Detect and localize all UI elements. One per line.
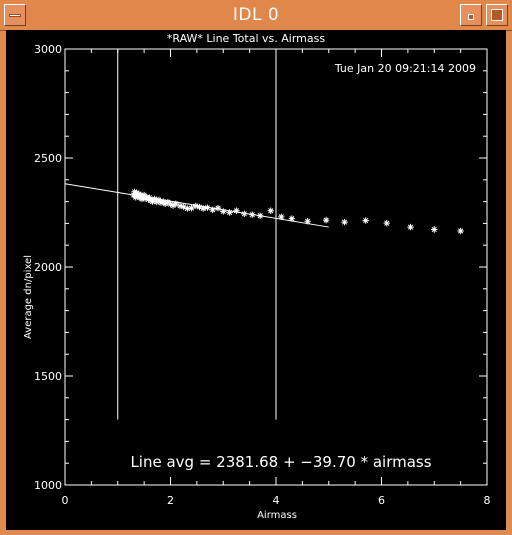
data-point bbox=[407, 223, 414, 231]
data-point bbox=[180, 203, 187, 211]
data-point bbox=[133, 189, 140, 197]
maximize-button[interactable] bbox=[486, 4, 508, 26]
data-point bbox=[167, 201, 174, 208]
y-tick-label: 1500 bbox=[34, 370, 62, 383]
data-point bbox=[256, 212, 264, 219]
data-point bbox=[149, 198, 156, 205]
x-tick-label: 4 bbox=[273, 494, 280, 507]
minimize-button[interactable] bbox=[460, 4, 482, 26]
plot-background bbox=[6, 30, 506, 530]
data-point bbox=[204, 204, 211, 211]
data-point bbox=[155, 196, 163, 204]
data-point bbox=[362, 217, 369, 224]
data-point bbox=[233, 207, 240, 214]
data-point bbox=[196, 203, 203, 211]
y-tick-label: 2500 bbox=[34, 152, 62, 165]
data-point bbox=[226, 209, 233, 216]
plot-canvas: *RAW* Line Total vs. Airmass Tue Jan 20 … bbox=[6, 30, 506, 530]
data-point bbox=[136, 194, 144, 201]
x-tick-label: 2 bbox=[167, 494, 174, 507]
data-point bbox=[341, 218, 348, 226]
data-point bbox=[383, 219, 390, 227]
data-point bbox=[164, 198, 172, 206]
data-point bbox=[138, 195, 146, 203]
fit-equation: Line avg = 2381.68 + −39.70 * airmass bbox=[130, 453, 431, 471]
y-axis-label: Average dn/pixel bbox=[23, 255, 34, 339]
minimize-icon bbox=[468, 14, 474, 20]
scatter-plot: *RAW* Line Total vs. Airmass Tue Jan 20 … bbox=[6, 30, 506, 530]
y-tick-label: 1000 bbox=[34, 479, 62, 492]
title-bar[interactable]: IDL 0 bbox=[0, 0, 512, 31]
data-point bbox=[172, 200, 179, 207]
data-point bbox=[249, 211, 256, 218]
data-point bbox=[457, 227, 464, 235]
data-point bbox=[220, 208, 227, 215]
data-point bbox=[184, 205, 191, 212]
window-menu-button[interactable] bbox=[4, 4, 26, 26]
data-point bbox=[304, 218, 311, 225]
data-point bbox=[214, 204, 222, 212]
x-axis-label: Airmass bbox=[257, 510, 297, 521]
data-point bbox=[151, 195, 158, 203]
data-point bbox=[132, 194, 139, 201]
data-point bbox=[162, 200, 169, 207]
data-point bbox=[169, 202, 177, 209]
data-point bbox=[209, 206, 216, 214]
window-menu-icon bbox=[9, 13, 21, 17]
data-point bbox=[322, 216, 330, 224]
data-point bbox=[176, 202, 184, 210]
x-tick-label: 6 bbox=[378, 494, 385, 507]
x-tick-label: 0 bbox=[62, 494, 69, 507]
data-point bbox=[431, 226, 438, 233]
data-point bbox=[131, 188, 138, 195]
data-point bbox=[140, 191, 148, 199]
maximize-icon bbox=[491, 9, 503, 21]
plot-dynamic-layer: 0 2 4 6 8 1000 1500 2000 2500 3000 bbox=[34, 43, 491, 507]
y-tick-label: 2000 bbox=[34, 261, 62, 274]
plot-title: *RAW* Line Total vs. Airmass bbox=[167, 32, 325, 45]
y-tick-label: 3000 bbox=[34, 43, 62, 56]
x-tick-label: 8 bbox=[484, 494, 491, 507]
data-point bbox=[200, 205, 207, 212]
data-point bbox=[267, 207, 274, 214]
data-point bbox=[288, 215, 296, 222]
data-point bbox=[146, 194, 153, 201]
data-point bbox=[157, 199, 165, 206]
plot-timestamp: Tue Jan 20 09:21:14 2009 bbox=[334, 62, 476, 75]
data-point bbox=[192, 202, 200, 210]
data-point bbox=[241, 210, 248, 218]
data-point bbox=[278, 213, 285, 221]
data-point bbox=[188, 204, 195, 212]
window-title: IDL 0 bbox=[232, 5, 280, 25]
